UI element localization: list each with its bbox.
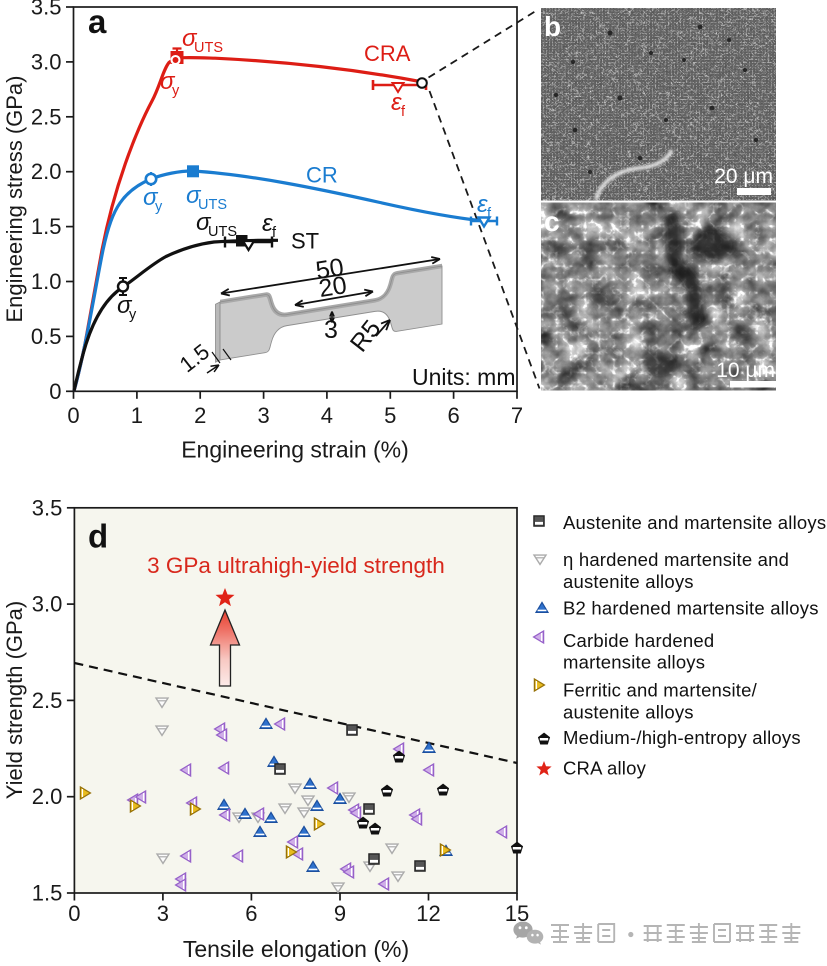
svg-text:f: f [272,225,277,241]
svg-text:2.0: 2.0 [32,784,63,809]
svg-text:0: 0 [68,901,80,926]
svg-text:50: 50 [314,253,346,285]
svg-text:CRA: CRA [364,41,411,66]
svg-text:Units: mm: Units: mm [412,364,516,390]
svg-text:ε: ε [262,210,273,237]
svg-text:UTS: UTS [198,197,227,213]
svg-text:σ: σ [186,182,202,209]
svg-text:y: y [129,307,137,323]
svg-text:R5: R5 [345,315,387,357]
svg-text:y: y [155,199,163,215]
svg-text:σ: σ [117,292,133,319]
svg-text:9: 9 [334,901,346,926]
svg-text:2.0: 2.0 [31,159,62,184]
svg-text:2.5: 2.5 [32,688,63,713]
svg-text:Ferritic and martensite/: Ferritic and martensite/ [563,680,758,701]
svg-text:UTS: UTS [208,224,237,240]
svg-text:2.5: 2.5 [31,104,62,129]
svg-text:y: y [172,83,180,99]
svg-text:Engineering strain (%): Engineering strain (%) [181,436,409,462]
svg-text:martensite alloys: martensite alloys [563,652,705,673]
svg-text:5: 5 [384,403,396,428]
svg-text:3.0: 3.0 [32,592,63,617]
svg-text:CRA alloy: CRA alloy [563,758,647,779]
svg-text:b: b [544,11,561,42]
svg-text:3.5: 3.5 [31,0,62,20]
svg-text:2: 2 [194,403,206,428]
svg-text:σ: σ [196,209,212,236]
svg-text:3: 3 [157,901,169,926]
svg-text:austenite alloys: austenite alloys [563,571,694,592]
svg-text:10 μm: 10 μm [716,359,775,382]
svg-text:η hardened martensite and: η hardened martensite and [563,549,789,570]
svg-text:f: f [487,206,492,222]
svg-text:Carbide hardened: Carbide hardened [563,630,714,651]
svg-text:Medium-/high-entropy alloys: Medium-/high-entropy alloys [563,727,801,748]
svg-text:1.5: 1.5 [31,214,62,239]
svg-text:B2 hardened martensite alloys: B2 hardened martensite alloys [563,598,819,619]
svg-text:6: 6 [245,901,257,926]
svg-text:12: 12 [416,901,440,926]
svg-text:Engineering stress (GPa): Engineering stress (GPa) [2,76,27,323]
svg-text:σ: σ [143,184,159,211]
svg-text:ε: ε [391,89,402,116]
svg-text:20 μm: 20 μm [714,165,773,188]
svg-text:σ: σ [160,68,176,95]
svg-text:Yield strength (GPa): Yield strength (GPa) [2,601,27,800]
svg-text:4: 4 [321,403,333,428]
svg-text:c: c [544,206,560,237]
svg-text:3: 3 [257,403,269,428]
svg-text:1.0: 1.0 [31,269,62,294]
svg-text:1.5: 1.5 [32,881,63,906]
svg-text:a: a [88,3,107,40]
svg-text:1: 1 [131,403,143,428]
svg-text:7: 7 [511,403,523,428]
svg-text:d: d [88,518,108,555]
svg-text:CR: CR [306,163,338,188]
svg-text:f: f [401,104,406,120]
svg-text:austenite alloys: austenite alloys [563,702,694,723]
svg-text:3.0: 3.0 [31,49,62,74]
svg-text:σ: σ [182,25,198,52]
svg-text:Tensile elongation (%): Tensile elongation (%) [183,936,409,962]
svg-text:3: 3 [324,316,338,344]
svg-text:3.5: 3.5 [32,495,63,520]
svg-text:ST: ST [291,229,319,254]
svg-text:0: 0 [49,379,61,404]
svg-text:0.5: 0.5 [31,324,62,349]
svg-text:Austenite and martensite alloy: Austenite and martensite alloys [563,512,826,533]
svg-text:3 GPa ultrahigh-yield strength: 3 GPa ultrahigh-yield strength [147,553,445,578]
svg-text:6: 6 [447,403,459,428]
svg-text:0: 0 [67,403,79,428]
svg-text:ε: ε [477,191,488,218]
svg-text:UTS: UTS [194,40,223,56]
svg-text:20: 20 [317,271,349,303]
